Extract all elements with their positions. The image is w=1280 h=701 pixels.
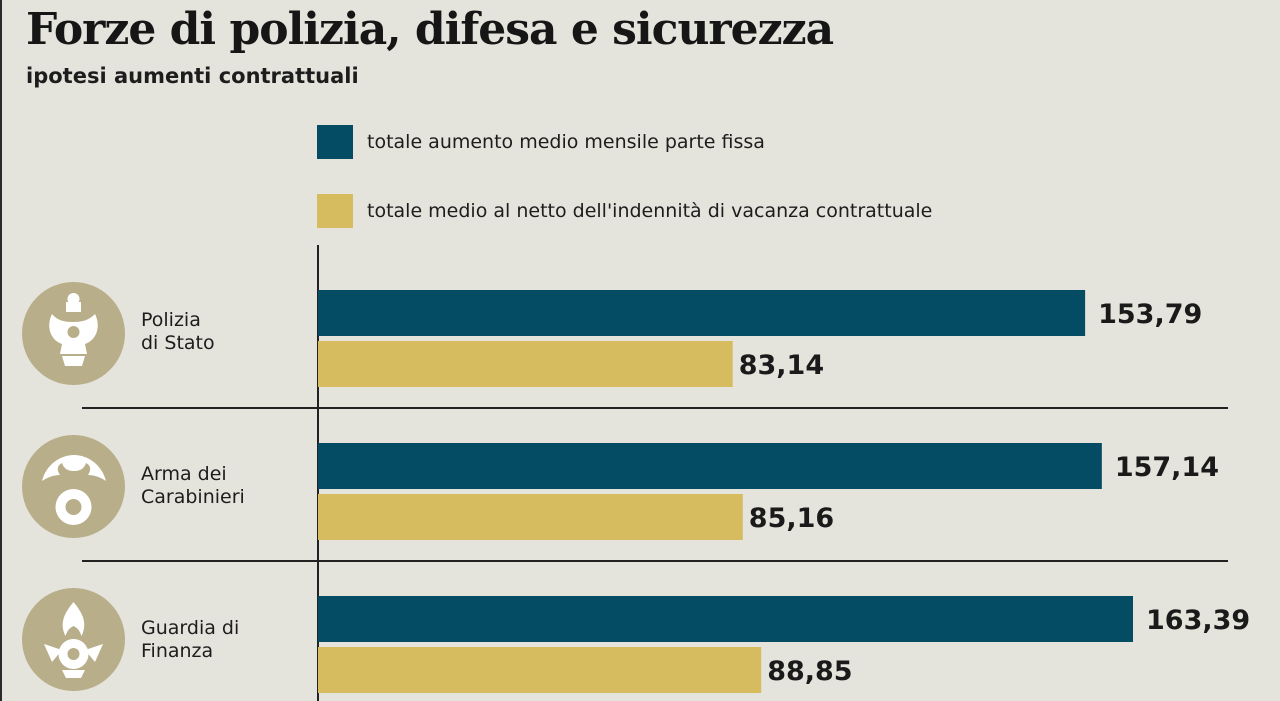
- category-label-polizia: Polizia di Stato: [141, 309, 215, 355]
- legend-item-series-1: totale aumento medio mensile parte fissa: [317, 125, 765, 159]
- legend-label-series-2: totale medio al netto dell'indennità di …: [367, 200, 933, 222]
- legend-label-series-1: totale aumento medio mensile parte fissa: [367, 131, 765, 153]
- polizia-emblem-icon: [22, 282, 125, 385]
- data-label-series-1-3: 163,39: [1146, 605, 1250, 636]
- data-label-series-2-3: 88,85: [767, 656, 852, 687]
- category-label-line: di Stato: [141, 332, 215, 354]
- data-label-series-2-1: 83,14: [739, 350, 824, 381]
- data-label-series-2-2: 85,16: [749, 503, 834, 534]
- chart-subtitle: ipotesi aumenti contrattuali: [26, 64, 359, 88]
- bar-series-2-1: [318, 341, 733, 387]
- category-label-carabinieri: Arma dei Carabinieri: [141, 463, 245, 509]
- category-label-finanza: Guardia di Finanza: [141, 617, 239, 663]
- category-label-line: Carabinieri: [141, 486, 245, 508]
- bar-series-1-1: [318, 290, 1086, 336]
- bar-series-2-3: [318, 647, 762, 693]
- chart-title: Forze di polizia, difesa e sicurezza: [26, 4, 834, 55]
- bar-series-1-3: [318, 596, 1133, 642]
- legend-swatch-series-1: [317, 125, 353, 159]
- carabinieri-emblem-icon: [22, 435, 125, 538]
- bar-series-1-2: [318, 443, 1102, 489]
- legend-item-series-2: totale medio al netto dell'indennità di …: [317, 194, 932, 228]
- left-border: [0, 0, 2, 701]
- data-label-series-1-1: 153,79: [1098, 299, 1202, 330]
- finanza-emblem-icon: [22, 588, 125, 691]
- legend-swatch-series-2: [317, 194, 353, 228]
- category-label-line: Finanza: [141, 640, 214, 662]
- category-label-line: Polizia: [141, 309, 201, 331]
- data-label-series-1-2: 157,14: [1115, 452, 1219, 483]
- bar-series-2-2: [318, 494, 743, 540]
- category-label-line: Guardia di: [141, 617, 240, 639]
- category-label-line: Arma dei: [141, 463, 227, 485]
